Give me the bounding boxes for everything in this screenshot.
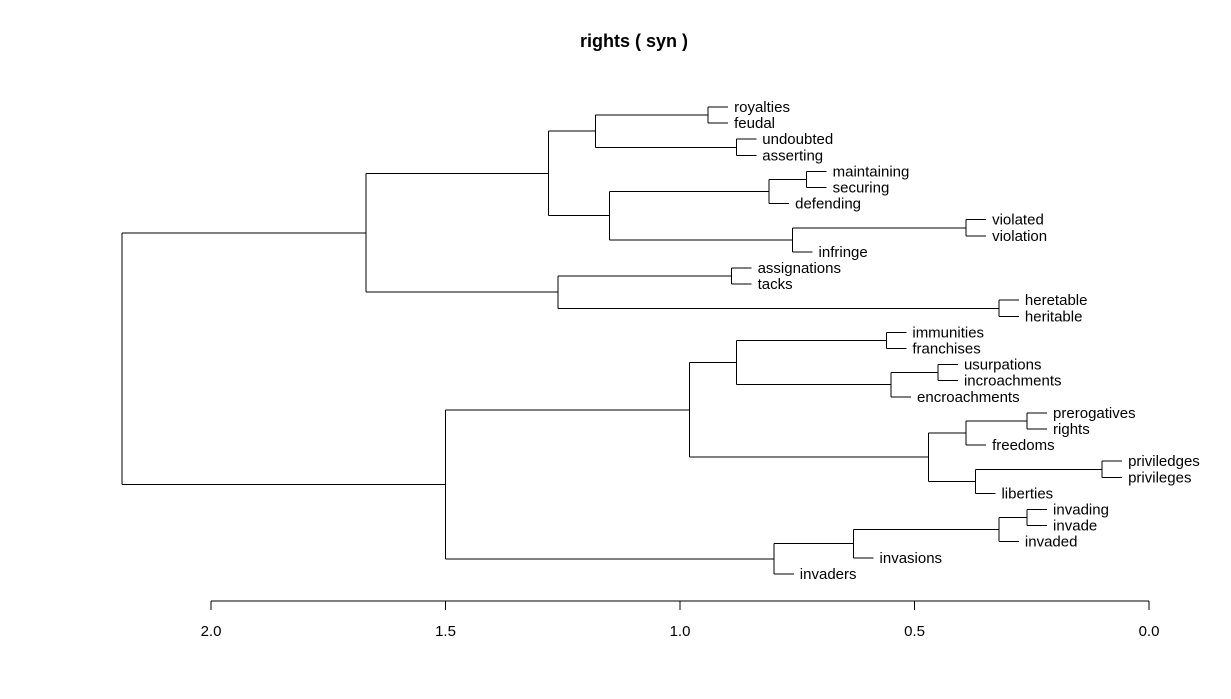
leaf-label: securing (833, 180, 890, 197)
leaf-label: franchises (912, 341, 980, 358)
leaf-label: usurpations (964, 357, 1042, 374)
x-tick-label: 0.0 (1139, 623, 1160, 640)
chart-title: rights ( syn ) (580, 31, 688, 51)
leaf-label: priviledges (1128, 453, 1200, 470)
leaf-label: freedoms (992, 437, 1055, 454)
leaf-label: undoubted (762, 131, 833, 148)
leaf-label: tacks (758, 276, 793, 293)
leaf-label: invade (1053, 518, 1097, 535)
leaf-label: asserting (762, 147, 823, 164)
leaf-label: infringe (819, 244, 868, 261)
leaf-label: royalties (734, 99, 790, 116)
leaf-label: violation (992, 228, 1047, 245)
leaf-label: incroachments (964, 373, 1062, 390)
leaf-label: assignations (758, 260, 841, 277)
leaf-label: maintaining (833, 163, 910, 180)
leaf-label: defending (795, 196, 861, 213)
leaf-label: heretable (1025, 292, 1088, 309)
dendrogram-branches (121, 106, 1123, 575)
x-tick-label: 0.5 (904, 623, 925, 640)
leaf-label: invaded (1025, 534, 1078, 551)
leaf-label: immunities (912, 324, 984, 341)
x-tick-label: 2.0 (201, 623, 222, 640)
x-axis: 2.0 1.5 1.0 0.5 0.0 (201, 600, 1160, 640)
leaf-label: privileges (1128, 469, 1191, 486)
leaf-label: rights (1053, 421, 1090, 438)
leaf-label: heritable (1025, 308, 1083, 325)
leaf-label: invasions (880, 550, 943, 567)
leaf-label: violated (992, 212, 1044, 229)
leaf-label: invaders (800, 566, 857, 583)
x-tick-label: 1.0 (670, 623, 691, 640)
leaf-label: invading (1053, 502, 1109, 519)
x-tick-label: 1.5 (435, 623, 456, 640)
leaf-label: liberties (1001, 485, 1053, 502)
leaf-label: prerogatives (1053, 405, 1136, 422)
leaf-label: feudal (734, 115, 775, 132)
leaf-label: encroachments (917, 389, 1020, 406)
